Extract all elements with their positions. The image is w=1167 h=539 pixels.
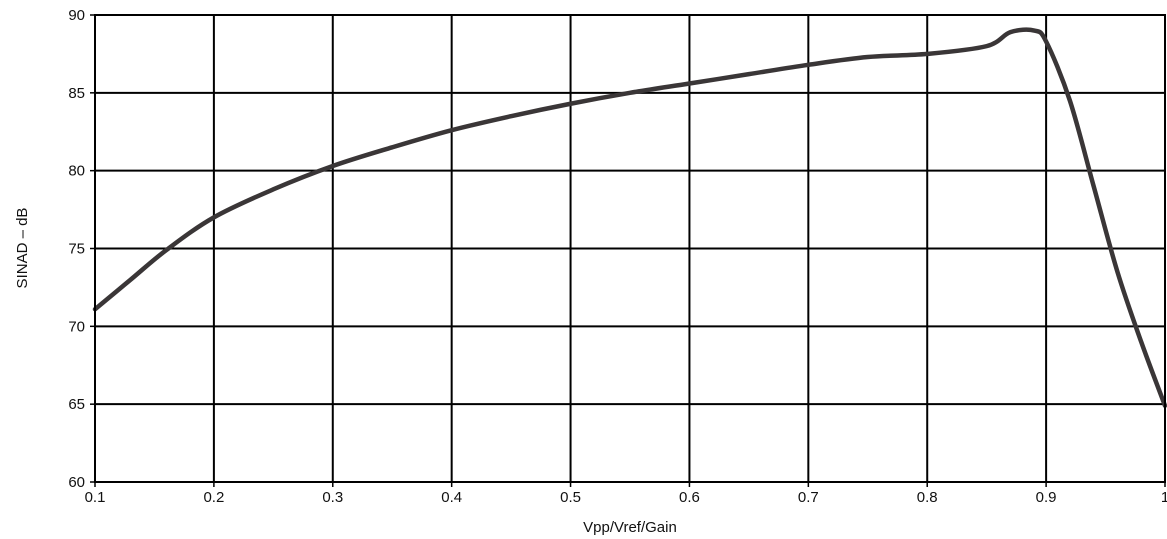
x-axis-title: Vpp/Vref/Gain <box>583 519 677 536</box>
y-tick-label: 80 <box>68 163 85 180</box>
y-tick-label: 65 <box>68 396 85 413</box>
x-tick-label: 0.8 <box>917 489 938 506</box>
y-tick-label: 60 <box>68 474 85 491</box>
plot-frame <box>90 14 1166 487</box>
x-tick-label: 0.3 <box>322 489 343 506</box>
x-tick-label: 0.7 <box>798 489 819 506</box>
series-line-0 <box>92 27 1167 408</box>
y-tick-label: 90 <box>68 7 85 24</box>
plot-border <box>94 14 1166 483</box>
x-tick-label: 0.1 <box>85 489 106 506</box>
y-tick-label: 70 <box>68 318 85 335</box>
x-tick-label: 0.4 <box>441 489 462 506</box>
y-axis-title: SINAD – dB <box>14 208 31 289</box>
x-tick-label: 0.2 <box>203 489 224 506</box>
grid <box>95 15 1165 482</box>
y-tick-label: 85 <box>68 85 85 102</box>
x-tick-label: 0.5 <box>560 489 581 506</box>
series-layer <box>92 27 1167 408</box>
x-tick-labels: 0.1 0.2 0.3 0.4 0.5 0.6 0.7 0.8 0.9 1 <box>85 489 1167 506</box>
x-tick-label: 1 <box>1161 489 1167 506</box>
x-tick-label: 0.9 <box>1036 489 1057 506</box>
y-tick-label: 75 <box>68 241 85 258</box>
y-tick-labels: 60 65 70 75 80 85 90 <box>68 7 85 491</box>
x-tick-label: 0.6 <box>679 489 700 506</box>
